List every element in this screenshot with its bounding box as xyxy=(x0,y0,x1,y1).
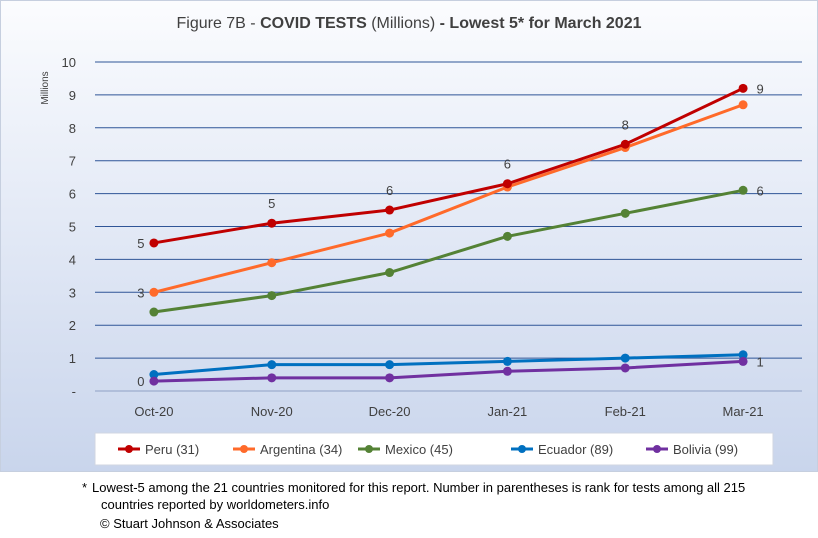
y-tick-label: 1 xyxy=(69,351,76,366)
footnote: * Lowest-5 among the 21 countries monito… xyxy=(82,479,802,513)
grid-lines xyxy=(95,61,802,392)
data-label: 9 xyxy=(756,81,763,96)
y-tick-label: 8 xyxy=(69,121,76,136)
data-label: 5 xyxy=(137,236,144,251)
footnote-line-1: Lowest-5 among the 21 countries monitore… xyxy=(92,480,746,495)
series-line xyxy=(153,359,744,383)
legend-entry: Peru (31) xyxy=(145,442,199,457)
x-tick-label: Nov-20 xyxy=(251,404,293,419)
legend-entry: Mexico (45) xyxy=(385,442,453,457)
x-tick-label: Dec-20 xyxy=(369,404,411,419)
legend: Peru (31) Argentina (34) Mexico (45) Ecuado… xyxy=(94,432,774,466)
data-label: 1 xyxy=(756,354,763,369)
data-point xyxy=(267,291,277,301)
data-point xyxy=(738,100,748,110)
y-tick-label: 4 xyxy=(69,252,76,267)
y-tick-label: 9 xyxy=(69,88,76,103)
footnote-star: * xyxy=(82,480,88,495)
data-point xyxy=(267,373,277,383)
data-point xyxy=(620,363,630,373)
data-label: 8 xyxy=(622,117,629,132)
data-label: 3 xyxy=(137,285,144,300)
legend-point-marker xyxy=(365,445,373,453)
data-point xyxy=(385,205,395,215)
chart: Figure 7B - COVID TESTS (Millions) - Low… xyxy=(40,15,802,466)
data-point xyxy=(502,366,512,376)
data-point xyxy=(620,353,630,363)
data-point xyxy=(267,218,277,228)
y-tick-label: 3 xyxy=(69,285,76,300)
y-tick-label: 6 xyxy=(69,187,76,202)
data-point xyxy=(502,356,512,366)
legend-entry: Ecuador (89) xyxy=(538,442,613,457)
chart-panel xyxy=(0,0,818,472)
x-tick-label: Mar-21 xyxy=(722,404,763,419)
legend-point-marker xyxy=(125,445,133,453)
x-tick-label: Oct-20 xyxy=(134,404,173,419)
data-point xyxy=(502,179,512,189)
data-label: 6 xyxy=(386,183,393,198)
x-tick-label: Jan-21 xyxy=(488,404,528,419)
series-line xyxy=(153,188,744,314)
data-label: 5 xyxy=(268,196,275,211)
data-point xyxy=(149,370,159,380)
data-point xyxy=(149,307,159,317)
data-point xyxy=(149,238,159,248)
y-axis-title: Millions xyxy=(40,71,51,104)
data-point xyxy=(738,83,748,93)
legend-point-marker xyxy=(240,445,248,453)
y-tick-label: 5 xyxy=(69,220,76,235)
data-point xyxy=(502,231,512,241)
legend-entry: Argentina (34) xyxy=(260,442,342,457)
data-labels: 5 5 6 6 8 9 3 6 0 1 xyxy=(137,81,763,389)
data-point xyxy=(149,376,159,386)
data-label: 6 xyxy=(756,183,763,198)
y-tick-label: - xyxy=(72,384,76,399)
legend-entry: Bolivia (99) xyxy=(673,442,738,457)
data-point xyxy=(738,185,748,195)
data-point xyxy=(385,373,395,383)
data-point xyxy=(738,356,748,366)
data-point xyxy=(620,208,630,218)
data-point xyxy=(149,287,159,297)
y-tick-label: 7 xyxy=(69,154,76,169)
x-tick-label: Feb-21 xyxy=(605,404,646,419)
data-point xyxy=(385,360,395,370)
x-tick-labels: Oct-20 Nov-20 Dec-20 Jan-21 Feb-21 Mar-21 xyxy=(134,404,763,419)
data-point xyxy=(738,350,748,360)
data-point xyxy=(385,268,395,278)
data-point xyxy=(267,258,277,268)
data-point xyxy=(267,360,277,370)
legend-point-marker xyxy=(653,445,661,453)
footnote-line-2: countries reported by worldometers.info xyxy=(101,497,330,512)
data-point xyxy=(620,139,630,149)
legend-point-marker xyxy=(518,445,526,453)
series-line xyxy=(153,86,744,245)
data-label: 0 xyxy=(137,374,144,389)
y-tick-labels: - 1 2 3 4 5 6 7 8 9 10 xyxy=(62,55,76,399)
chart-title: Figure 7B - COVID TESTS (Millions) - Low… xyxy=(176,15,641,32)
copyright-notice: © Stuart Johnson & Associates xyxy=(100,516,279,531)
y-tick-label: 10 xyxy=(62,55,76,70)
series-line xyxy=(153,103,744,294)
data-point xyxy=(385,228,395,238)
series-line xyxy=(153,353,744,377)
series-lines xyxy=(149,83,748,386)
data-label: 6 xyxy=(504,157,511,172)
y-tick-label: 2 xyxy=(69,318,76,333)
